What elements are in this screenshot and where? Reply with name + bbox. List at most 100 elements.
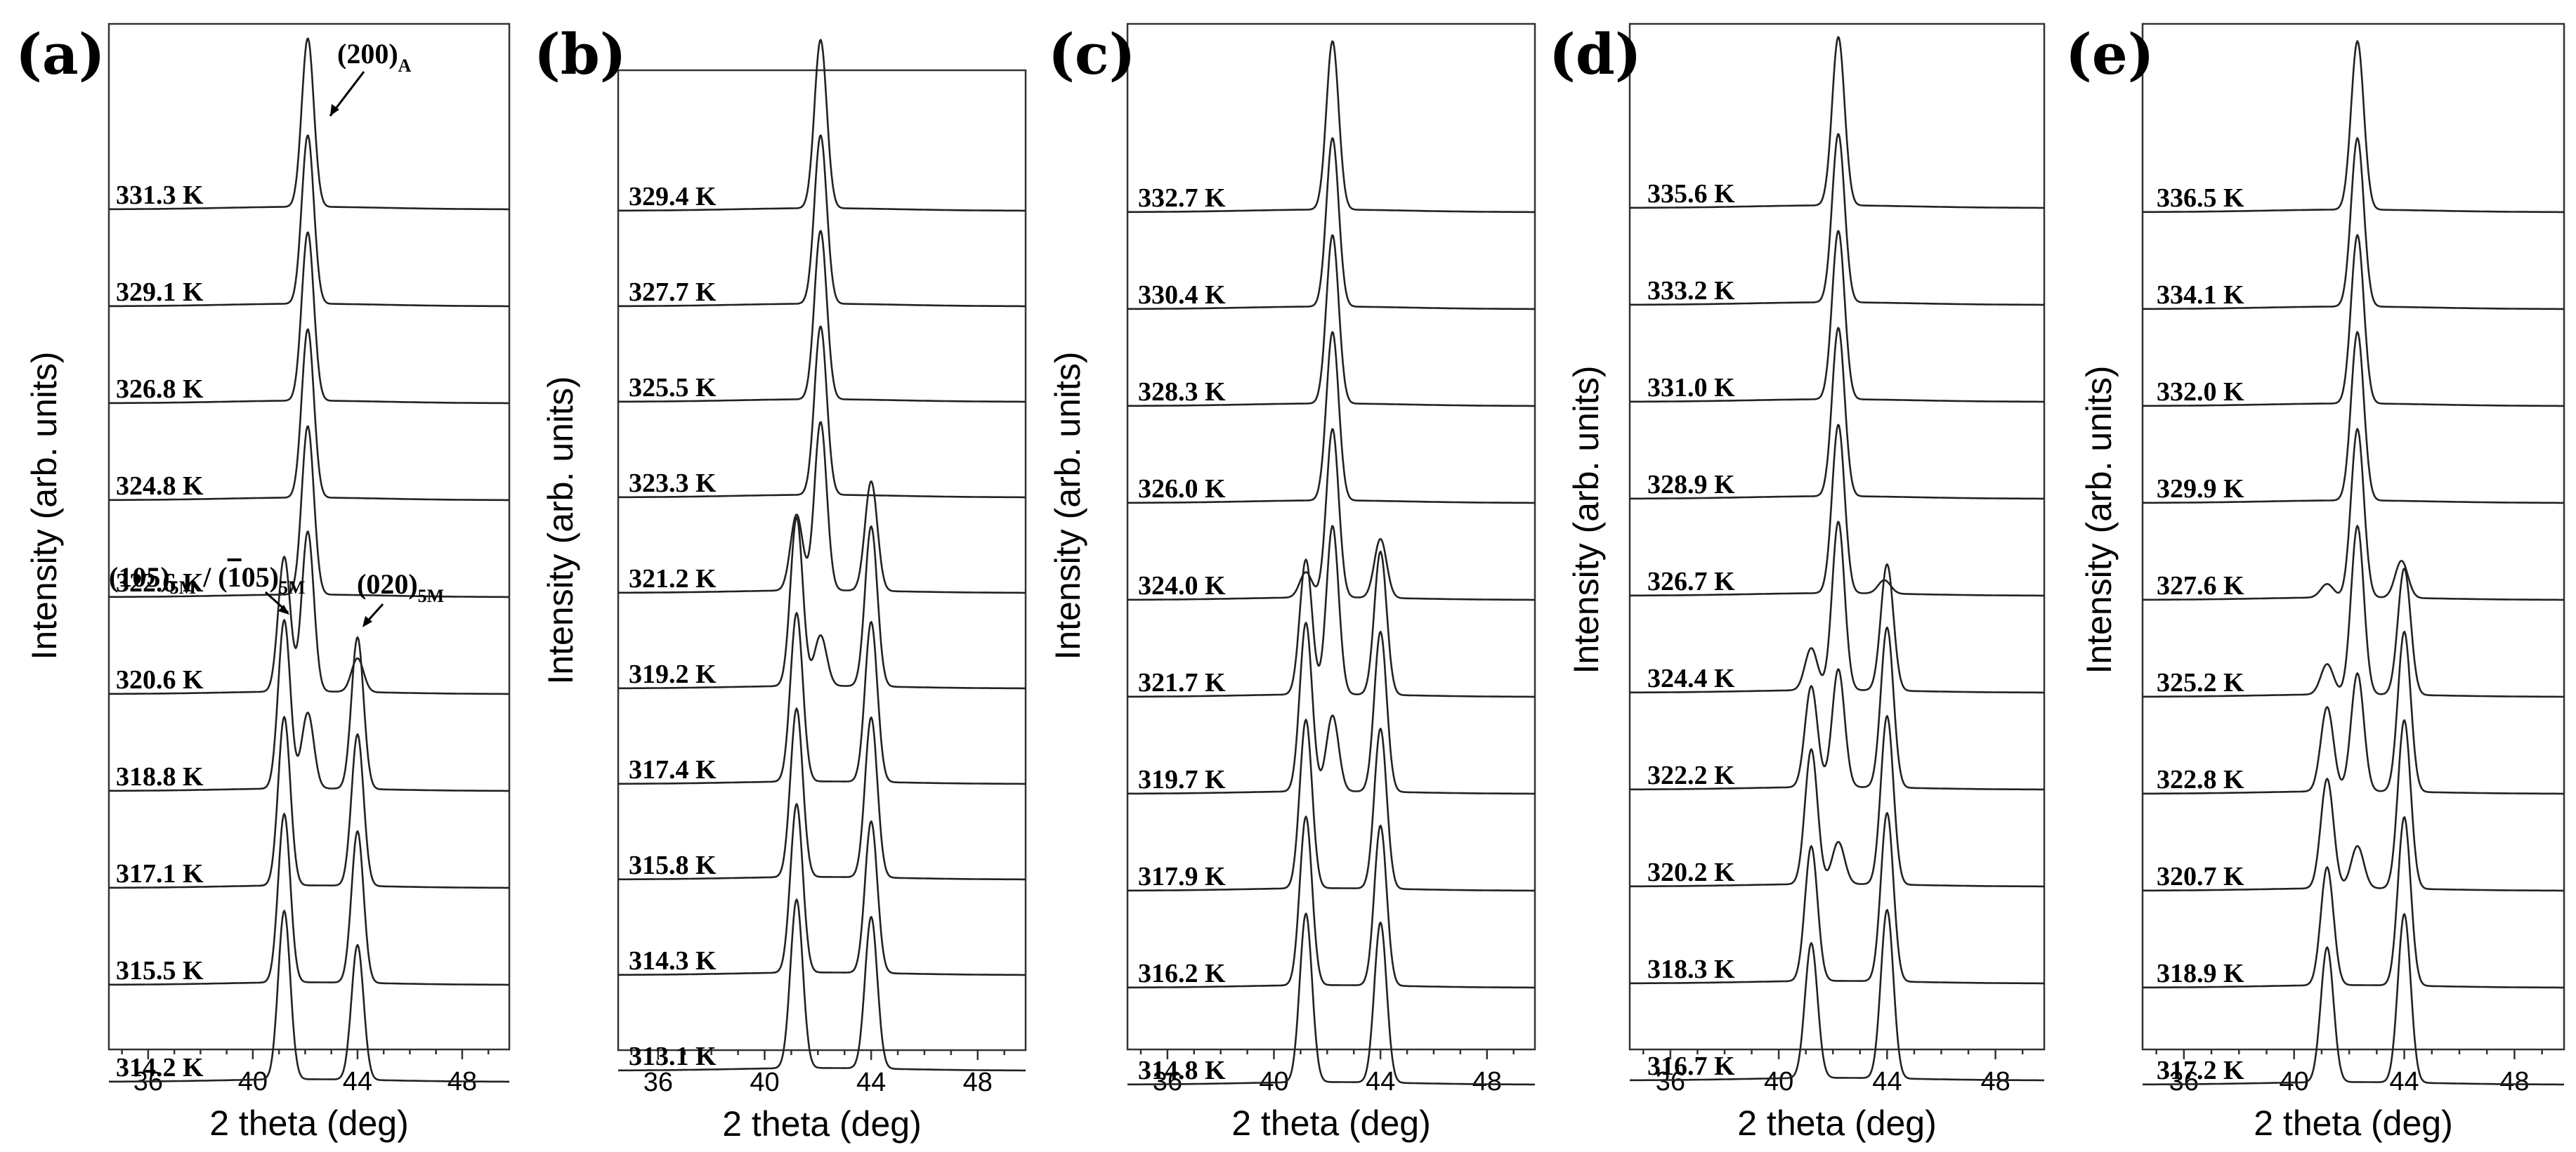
series-label: 321.7 K: [1138, 668, 1226, 698]
series-trace: [1630, 627, 2044, 791]
panel-e: (e)36 40 44 482 theta (deg)Intensity (arb. …: [2065, 21, 2565, 1143]
series-trace: [109, 425, 509, 598]
x-tick-label: 40: [1764, 1067, 1793, 1097]
series-label: 317.1 K: [116, 859, 204, 889]
x-tick-label: 44: [1872, 1067, 1902, 1097]
series-label: 320.6 K: [116, 665, 204, 695]
x-tick-label: 36: [643, 1068, 673, 1097]
series-label: 332.0 K: [2157, 377, 2244, 407]
y-axis-title: Intensity (arb. units): [25, 351, 64, 660]
series-trace: [1127, 622, 1535, 795]
x-tick-label: 48: [2499, 1067, 2529, 1097]
arrow-head: [278, 605, 289, 615]
series-trace: [618, 325, 1026, 499]
series-trace: [2143, 719, 2564, 892]
series-trace: [1127, 719, 1535, 892]
series-label: 320.2 K: [1647, 858, 1735, 887]
series-trace: [2143, 525, 2564, 698]
series-label: 331.0 K: [1647, 373, 1735, 402]
series-trace: [109, 37, 509, 211]
series-label: 321.2 K: [629, 564, 717, 594]
series-trace: [1127, 331, 1535, 504]
panel-letter: (a): [15, 21, 105, 87]
series-trace: [2143, 331, 2564, 504]
y-axis-title: Intensity (arb. units): [1567, 365, 1606, 674]
x-tick-label: 44: [2389, 1067, 2419, 1097]
x-tick-label: 40: [238, 1067, 268, 1097]
series-trace: [1630, 909, 2044, 1082]
panel-d: (d) 36 40 44 48 2 theta (deg) Intensity (arb. …: [1549, 21, 2046, 1143]
series-label: 331.3 K: [116, 181, 204, 210]
y-axis-title: Intensity (arb. units): [541, 376, 580, 684]
series-label: 315.8 K: [629, 851, 717, 880]
series-trace: [1127, 234, 1535, 407]
series-trace: [2143, 428, 2564, 601]
series-label: 333.2 K: [1647, 276, 1735, 306]
x-tick-label: 36: [2169, 1067, 2199, 1097]
series-label: 326.8 K: [116, 374, 204, 404]
series-label: 314.2 K: [116, 1053, 204, 1082]
series-label: 328.3 K: [1138, 377, 1226, 407]
series-trace: [109, 134, 509, 308]
series-trace: [1127, 40, 1535, 214]
series-label: 332.7 K: [1138, 183, 1226, 213]
series-trace: [109, 231, 509, 405]
arrow-head: [330, 104, 339, 116]
series-trace: [1630, 424, 2044, 597]
x-axis-title: 2 theta (deg): [209, 1104, 409, 1143]
series-label: 336.5 K: [2157, 183, 2244, 213]
series-trace: [1630, 521, 2044, 694]
series-label: 320.7 K: [2157, 862, 2244, 891]
series-label: 319.7 K: [1138, 765, 1226, 794]
x-tick-label: 44: [343, 1067, 372, 1097]
plot-frame: [2141, 22, 2565, 1051]
series-trace: [109, 910, 509, 1083]
series-trace: [618, 134, 1026, 308]
series-trace: [1127, 428, 1535, 601]
x-tick-label: 48: [1980, 1067, 2010, 1097]
panel-c: (c)36 40 44 482 theta (deg)Intensity (arb. …: [1048, 21, 1536, 1143]
series-label: 322.6 K: [116, 568, 204, 598]
series-trace: [618, 516, 1026, 690]
panel-letter: (e): [2065, 21, 2155, 87]
series-label: 327.7 K: [629, 277, 717, 307]
series-trace: [1630, 230, 2044, 403]
series-label: 329.1 K: [116, 277, 204, 307]
series-label: 319.2 K: [629, 660, 717, 689]
series-label: 325.5 K: [629, 373, 717, 402]
y-axis-title: Intensity (arb. units): [1048, 351, 1087, 660]
series-label: 323.3 K: [629, 469, 717, 498]
series-trace: [1127, 816, 1535, 989]
series-label: 315.5 K: [116, 956, 204, 986]
series-trace: [618, 612, 1026, 785]
panel-letter: (d): [1549, 21, 1642, 87]
series-trace: [109, 530, 509, 695]
series-label: 324.4 K: [1647, 664, 1735, 693]
series-trace: [1630, 715, 2044, 888]
series-label: 317.9 K: [1138, 862, 1226, 891]
series-trace: [618, 230, 1026, 403]
series-trace: [109, 716, 509, 889]
plot-frame: [107, 22, 511, 1051]
panel-letter: (b): [534, 21, 627, 87]
x-tick-label: 36: [1656, 1067, 1685, 1097]
series-label: 334.1 K: [2157, 280, 2244, 310]
series-label: 330.4 K: [1138, 280, 1226, 310]
series-trace: [618, 803, 1026, 976]
series-trace: [618, 707, 1026, 881]
series-label: 318.3 K: [1647, 955, 1735, 984]
series-label: 316.7 K: [1647, 1052, 1735, 1081]
x-tick-label: 48: [1472, 1067, 1502, 1097]
series-trace: [618, 39, 1026, 212]
x-tick-label: 36: [1153, 1067, 1182, 1097]
series-label: 326.7 K: [1647, 567, 1735, 596]
panel-letter: (c): [1048, 21, 1135, 87]
series-label: 316.2 K: [1138, 959, 1226, 988]
series-label: 328.9 K: [1647, 470, 1735, 499]
series-label: 326.0 K: [1138, 474, 1226, 504]
series-trace: [2143, 913, 2564, 1086]
plot-frame: [617, 69, 1027, 1052]
x-tick-label: 44: [856, 1068, 886, 1097]
series-trace: [2143, 40, 2564, 214]
